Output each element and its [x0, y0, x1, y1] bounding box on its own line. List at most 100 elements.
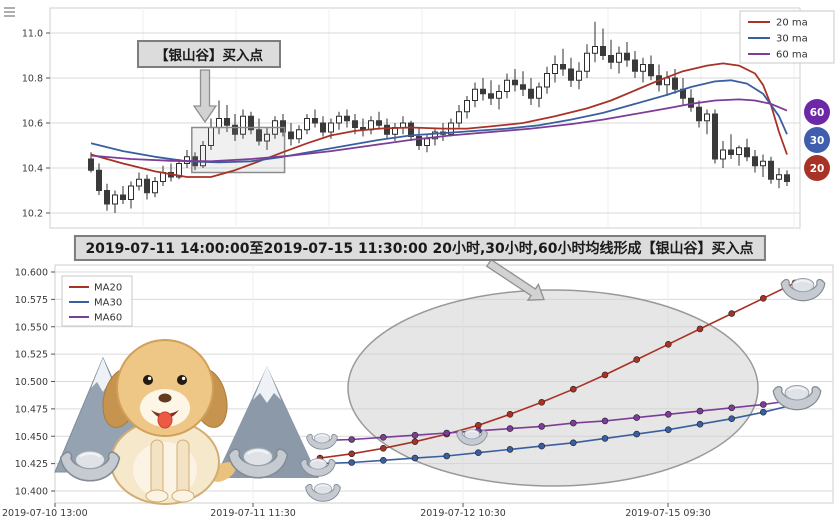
candle — [232, 124, 238, 135]
top-legend: 20 ma 30 ma 60 ma — [739, 10, 835, 64]
candle — [672, 77, 678, 90]
candle — [496, 91, 502, 99]
data-point-MA60 — [601, 417, 609, 425]
data-point-MA60 — [728, 404, 736, 412]
highlight-ellipse — [347, 289, 759, 487]
candle — [568, 68, 574, 81]
data-point-MA30 — [538, 442, 546, 450]
badge-20 — [804, 155, 830, 181]
candle — [240, 115, 246, 135]
data-point-MA30 — [601, 435, 609, 442]
data-point-MA30 — [728, 415, 736, 423]
snowcap-left — [91, 358, 115, 392]
legend-label-MA20: MA20 — [94, 283, 122, 294]
data-point-MA30 — [696, 420, 704, 428]
candle — [728, 149, 734, 155]
data-point-MA20 — [348, 450, 356, 458]
candle — [520, 84, 526, 90]
candle — [552, 64, 558, 74]
silver-ingot-icon — [306, 433, 338, 450]
candle — [776, 174, 782, 180]
data-point-MA20 — [696, 325, 704, 333]
data-point-MA60 — [633, 414, 641, 421]
silver-ingot-icon — [780, 277, 826, 302]
candle — [488, 93, 494, 99]
data-point-MA30 — [348, 459, 356, 466]
data-point-MA60 — [506, 425, 514, 432]
top-y-tick-label: 11.0 — [22, 29, 43, 40]
top-y-tick-label: 10.2 — [22, 209, 43, 220]
candle — [376, 120, 382, 126]
data-point-MA30 — [569, 439, 577, 447]
candle — [128, 185, 134, 200]
bottom-y-tick-label: 10.400 — [15, 487, 48, 498]
data-point-MA20 — [601, 371, 609, 379]
puppy-leg — [150, 439, 164, 496]
data-point-MA20 — [506, 410, 514, 418]
puppy-eye — [177, 375, 187, 385]
candle — [264, 133, 270, 142]
data-point-MA60 — [759, 401, 767, 408]
candle — [760, 160, 766, 167]
data-point-MA30 — [664, 426, 672, 434]
data-point-MA60 — [443, 429, 451, 437]
pattern-banner-text: 2019-07-11 14:00:00至2019-07-15 11:30:00 … — [85, 241, 754, 257]
data-point-MA20 — [538, 398, 546, 406]
candle — [104, 190, 110, 205]
data-point-MA20 — [569, 385, 577, 393]
data-point-MA20 — [728, 310, 736, 317]
bottom-y-tick-label: 10.575 — [15, 295, 48, 306]
candle — [576, 70, 582, 81]
candle — [352, 120, 358, 128]
legend-label-20ma: 20 ma — [776, 18, 808, 29]
down-arrow-icon — [192, 69, 218, 124]
puppy-paw — [171, 489, 195, 503]
ma-line-60ma — [90, 98, 788, 163]
candle — [304, 118, 310, 131]
data-point-MA20 — [664, 340, 672, 348]
candle — [224, 118, 230, 126]
candle — [528, 88, 534, 99]
candle — [408, 122, 414, 137]
candle — [480, 88, 486, 95]
candle — [712, 113, 718, 160]
puppy-paw — [145, 489, 169, 503]
puppy-tongue — [157, 411, 173, 429]
candle — [200, 145, 206, 167]
candle — [136, 178, 142, 187]
data-point-MA60 — [538, 423, 546, 430]
ma-end-badges: 60 30 20 — [804, 99, 830, 181]
candle — [424, 138, 430, 146]
top-y-tick-label: 10.4 — [22, 164, 43, 175]
puppy-eye — [143, 375, 153, 385]
data-point-MA30 — [443, 452, 451, 460]
data-point-MA30 — [411, 454, 419, 462]
candle — [320, 122, 326, 133]
badge-60 — [804, 99, 830, 125]
data-point-MA60 — [348, 436, 356, 443]
data-point-MA60 — [379, 433, 387, 441]
bottom-y-tick-label: 10.550 — [15, 322, 48, 333]
candle — [120, 194, 126, 200]
candle — [176, 163, 182, 178]
candle — [416, 136, 422, 146]
line-MA30 — [319, 403, 796, 465]
banner-arrow-icon — [485, 258, 545, 301]
candle — [544, 73, 550, 88]
candle — [456, 111, 462, 124]
bottom-y-tick-label: 10.450 — [15, 432, 48, 443]
bottom-x-tick-label: 2019-07-12 10:30 — [420, 508, 506, 519]
candle — [736, 147, 742, 155]
ma-line-30ma — [90, 79, 788, 164]
pattern-highlight-box — [191, 126, 286, 174]
candle — [536, 86, 542, 99]
candle — [624, 52, 630, 61]
badge-20-label: 20 — [810, 163, 825, 175]
candle — [280, 120, 286, 133]
menu-icon — [4, 7, 15, 17]
data-point-MA60 — [696, 407, 704, 415]
data-point-MA30 — [506, 446, 514, 453]
candle — [616, 52, 622, 63]
buy-point-callout-text: 【银山谷】买入点 — [155, 48, 263, 64]
